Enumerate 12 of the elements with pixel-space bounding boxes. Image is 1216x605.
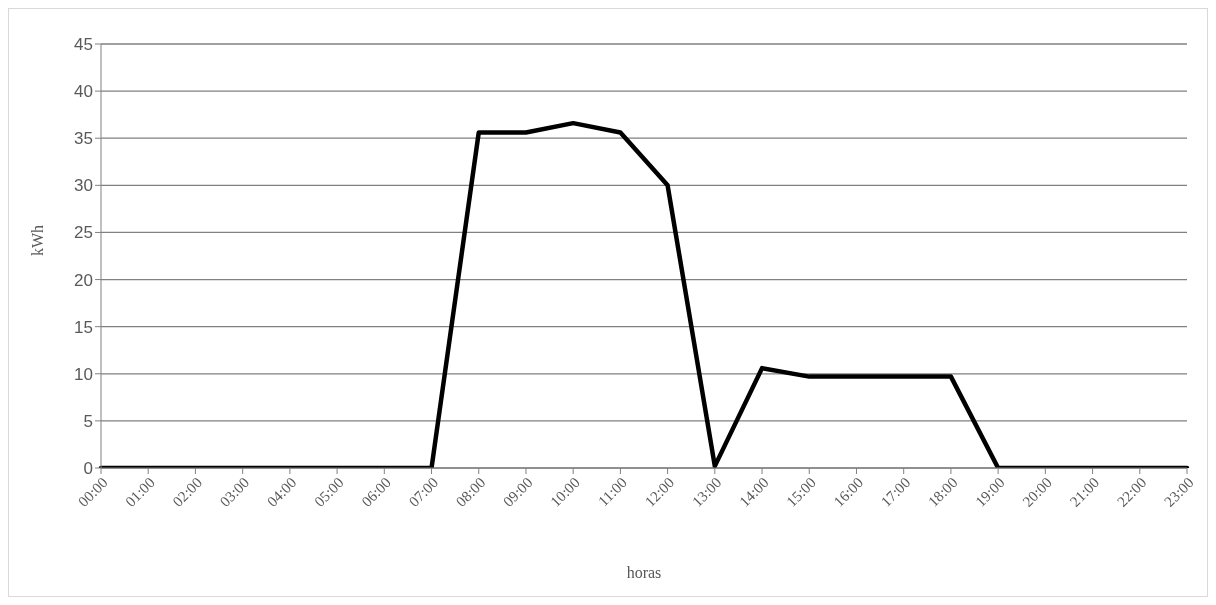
y-tick-label: 10 — [74, 364, 93, 384]
y-tick-label: 0 — [83, 459, 93, 479]
y-axis-title: kWh — [28, 224, 46, 256]
y-tick-label: 15 — [74, 317, 93, 337]
y-tick-label: 5 — [83, 411, 93, 431]
y-tick-label: 40 — [74, 82, 93, 102]
y-tick-label: 25 — [74, 223, 93, 243]
x-axis-title: horas — [626, 564, 662, 581]
y-tick-label: 35 — [74, 129, 93, 149]
y-tick-label: 45 — [74, 35, 93, 55]
y-tick-label: 20 — [74, 270, 93, 290]
y-tick-label: 30 — [74, 176, 93, 196]
